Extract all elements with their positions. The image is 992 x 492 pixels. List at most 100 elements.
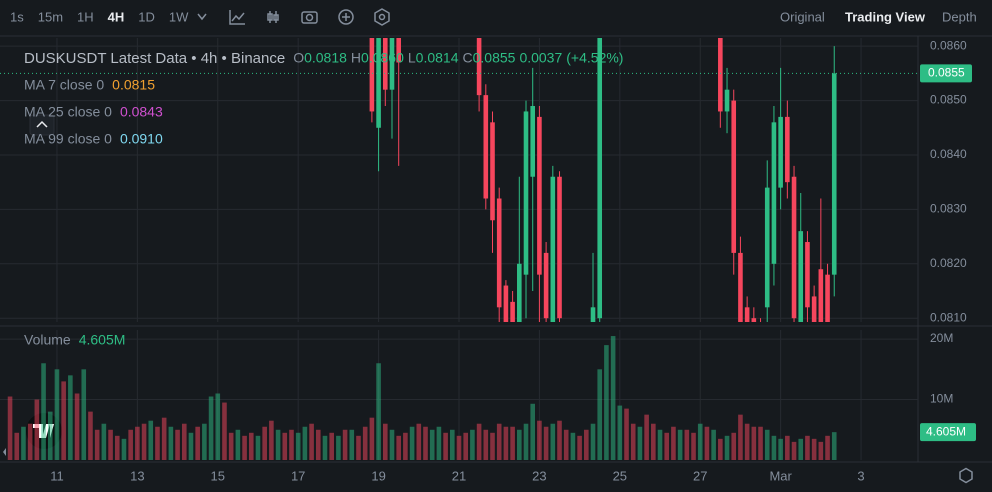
candle-body [510,301,515,322]
volume-bar [94,429,100,460]
scroll-arrow[interactable] [3,448,6,456]
view-tab[interactable]: Depth [942,9,977,24]
volume-bar [282,432,288,460]
toolbar-icons[interactable] [197,8,973,484]
view-tab[interactable]: Original [780,9,825,24]
volume-bar [657,429,663,460]
last-volume-label: 4.605M [926,424,966,438]
collapse-button[interactable] [29,114,55,136]
view-tab[interactable]: Trading View [845,9,926,24]
volume-bar [148,420,154,460]
add-icon[interactable] [338,9,354,25]
indicator-icon[interactable] [229,10,245,25]
volume-bar [624,408,629,460]
candle-body [771,122,777,264]
interval-tab[interactable]: 1H [77,9,94,24]
volume-bar [322,435,328,460]
settings-icon[interactable] [374,8,390,26]
volume-bar [429,429,435,460]
volume-bar [537,420,542,460]
legend-value: 0.0814 [416,50,459,66]
volume-bar [704,426,710,460]
candle-body [376,38,381,128]
candle-body [476,38,482,96]
volume-bar [664,432,670,460]
volume-bar [74,393,80,460]
volume-bar [389,429,395,460]
volume-bar [684,429,690,460]
ma-value: 0.0843 [120,104,163,120]
candle-body [523,111,529,275]
volume-bar [597,369,603,460]
x-tick-label: 3 [857,468,864,483]
volume-bar [315,429,321,460]
volume-bar [490,432,495,460]
volume-bar [255,435,261,460]
volume-bar [543,426,549,460]
x-tick-label: 15 [211,468,225,483]
volume-bar [617,405,623,460]
volume-bar [818,441,824,460]
volume-bar [577,435,582,460]
volume-value: 4.605M [79,332,126,348]
more-intervals[interactable] [197,13,207,21]
interval-tab[interactable]: 1W [169,9,189,24]
volume-bar [503,426,509,460]
volume-bar [637,426,643,460]
volume-bar [671,426,676,460]
candle-body [805,242,810,308]
volume-bar [610,336,616,460]
screenshot-icon[interactable] [301,11,318,24]
candle-body [778,116,783,188]
volume-bar [517,429,522,460]
ma-name: MA 7 close 0 [24,77,104,93]
last-price-label: 0.0855 [928,66,965,80]
volume-bar [349,429,355,460]
candle-body [798,231,804,322]
candle-body [744,307,750,322]
candle-body [764,187,770,308]
axis-settings[interactable] [959,467,973,484]
volume-bar [7,396,13,460]
legend-key: C [462,50,472,66]
volume-bar [356,435,361,460]
volume-bar [396,435,401,460]
last-volume-box [920,423,976,442]
price-series [369,38,837,322]
interval-tab[interactable]: 1s [10,9,24,24]
candle-body [597,38,603,319]
candle-icon[interactable] [267,11,279,23]
volume-bar [54,369,60,460]
volume-bar [496,423,502,460]
volume-bar [222,402,227,460]
volume-bar [47,411,53,460]
y-tick-label: 0.0830 [930,202,967,216]
interval-tab[interactable]: 1D [138,9,155,24]
interval-tab[interactable]: 15m [38,9,63,24]
volume-bar [21,426,26,460]
volume-bar [208,396,214,460]
volume-bar [215,393,221,460]
ma-name: MA 25 close 0 [24,104,112,120]
plus [342,13,350,21]
volume-bar [724,435,730,460]
volume-tick-label: 20M [930,331,953,345]
volume-bar [423,426,428,460]
volume-bar [108,429,113,460]
volume-bar [369,417,375,460]
volume-bar [697,423,703,460]
volume-bar [27,423,33,460]
volume-bar [101,423,107,460]
x-tick-label: Mar [769,468,792,483]
interval-tab[interactable]: 4H [108,9,125,24]
candle-body [724,89,730,112]
volume-bar [764,429,770,460]
volume-bar [831,432,837,460]
chevron [36,120,48,128]
chart-title: DUSKUSDT Latest Data • 4h • Binance [24,50,285,67]
candle-body [543,252,549,319]
candle-body [483,95,489,199]
candle-body [811,296,817,322]
volume-bar [811,438,817,460]
legend-value: 0.0818 [304,50,347,66]
